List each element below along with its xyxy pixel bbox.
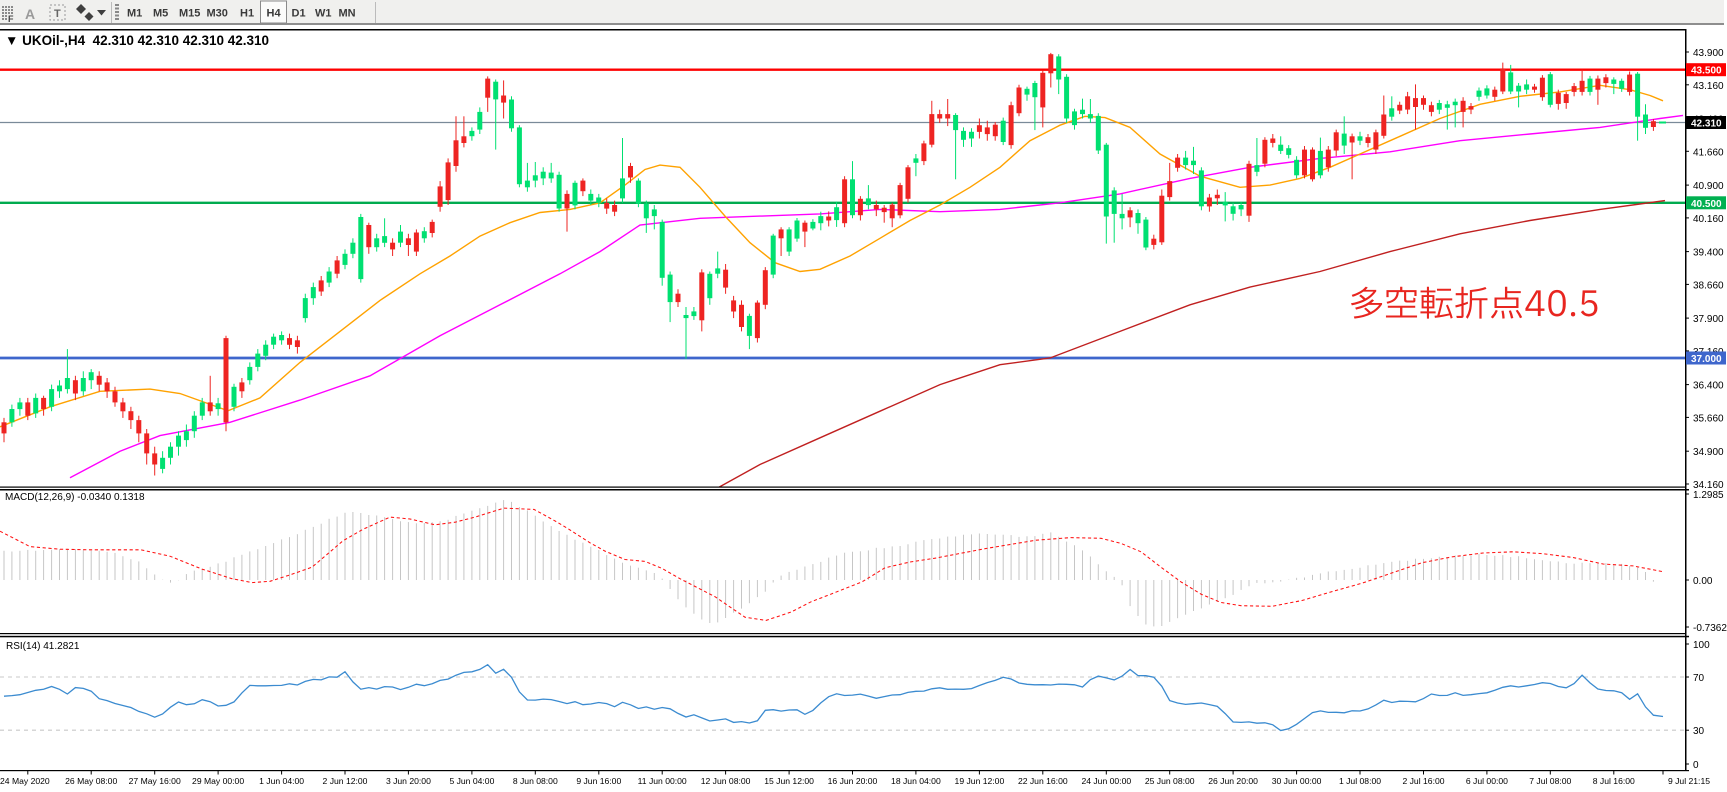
svg-text:22 Jun 16:00: 22 Jun 16:00 (1018, 776, 1068, 786)
svg-text:0.00: 0.00 (1693, 576, 1713, 587)
svg-text:12 Jun 08:00: 12 Jun 08:00 (701, 776, 751, 786)
svg-text:29 May 00:00: 29 May 00:00 (192, 776, 244, 786)
svg-text:MN: MN (339, 8, 356, 20)
svg-text:9 Jul 21:15: 9 Jul 21:15 (1668, 776, 1710, 786)
svg-text:T: T (54, 8, 61, 20)
svg-text:34.160: 34.160 (1693, 480, 1724, 491)
svg-text:43.900: 43.900 (1693, 48, 1724, 59)
svg-text:MACD(12,26,9) -0.0340 0.1318: MACD(12,26,9) -0.0340 0.1318 (5, 492, 145, 503)
svg-text:-0.7362: -0.7362 (1693, 623, 1727, 634)
svg-text:37.900: 37.900 (1693, 314, 1724, 325)
svg-text:24 Jun 00:00: 24 Jun 00:00 (1081, 776, 1131, 786)
svg-text:6 Jul 00:00: 6 Jul 00:00 (1466, 776, 1508, 786)
svg-text:H1: H1 (240, 8, 254, 20)
svg-text:27 May 16:00: 27 May 16:00 (129, 776, 181, 786)
svg-text:34.900: 34.900 (1693, 447, 1724, 458)
svg-text:9 Jun 16:00: 9 Jun 16:00 (576, 776, 621, 786)
svg-text:1 Jun 04:00: 1 Jun 04:00 (259, 776, 304, 786)
svg-text:8 Jul 16:00: 8 Jul 16:00 (1593, 776, 1635, 786)
svg-text:25 Jun 08:00: 25 Jun 08:00 (1145, 776, 1195, 786)
svg-text:2 Jul 16:00: 2 Jul 16:00 (1402, 776, 1444, 786)
svg-text:36.400: 36.400 (1693, 381, 1724, 392)
svg-text:8 Jun 08:00: 8 Jun 08:00 (513, 776, 558, 786)
svg-text:15 Jun 12:00: 15 Jun 12:00 (764, 776, 814, 786)
svg-text:37.000: 37.000 (1691, 354, 1722, 365)
svg-text:RSI(14) 41.2821: RSI(14) 41.2821 (6, 641, 80, 652)
svg-text:7 Jul 08:00: 7 Jul 08:00 (1529, 776, 1571, 786)
svg-text:40.500: 40.500 (1691, 199, 1722, 210)
svg-text:W1: W1 (315, 8, 332, 20)
svg-text:100: 100 (1693, 640, 1710, 651)
svg-text:F: F (8, 14, 14, 24)
svg-text:24 May 2020: 24 May 2020 (0, 776, 50, 786)
svg-text:11 Jun 00:00: 11 Jun 00:00 (638, 776, 687, 786)
svg-text:2 Jun 12:00: 2 Jun 12:00 (323, 776, 368, 786)
svg-text:0: 0 (1693, 760, 1699, 771)
svg-text:26 Jun 20:00: 26 Jun 20:00 (1208, 776, 1258, 786)
svg-text:A: A (25, 6, 35, 22)
svg-text:35.660: 35.660 (1693, 413, 1724, 424)
svg-text:3 Jun 20:00: 3 Jun 20:00 (386, 776, 431, 786)
svg-text:38.660: 38.660 (1693, 280, 1724, 291)
svg-text:26 May 08:00: 26 May 08:00 (65, 776, 117, 786)
svg-text:19 Jun 12:00: 19 Jun 12:00 (955, 776, 1005, 786)
svg-text:30: 30 (1693, 726, 1705, 737)
svg-text:D1: D1 (292, 8, 306, 20)
svg-text:M5: M5 (153, 8, 168, 20)
svg-text:1 Jul 08:00: 1 Jul 08:00 (1339, 776, 1381, 786)
svg-text:M15: M15 (179, 8, 200, 20)
svg-text:40.160: 40.160 (1693, 214, 1724, 225)
svg-text:5 Jun 04:00: 5 Jun 04:00 (449, 776, 494, 786)
svg-text:43.500: 43.500 (1691, 66, 1722, 77)
svg-text:18 Jun 04:00: 18 Jun 04:00 (891, 776, 941, 786)
svg-text:43.160: 43.160 (1693, 81, 1724, 92)
svg-text:70: 70 (1693, 673, 1705, 684)
svg-text:H4: H4 (267, 8, 282, 20)
svg-text:M30: M30 (207, 8, 228, 20)
svg-text:40.900: 40.900 (1693, 181, 1724, 192)
svg-text:1.2985: 1.2985 (1693, 490, 1724, 501)
svg-text:42.310: 42.310 (1691, 119, 1722, 130)
svg-text:16 Jun 20:00: 16 Jun 20:00 (828, 776, 878, 786)
svg-text:41.660: 41.660 (1693, 147, 1724, 158)
svg-text:M1: M1 (127, 8, 142, 20)
svg-text:39.400: 39.400 (1693, 248, 1724, 259)
svg-text:30 Jun 00:00: 30 Jun 00:00 (1272, 776, 1322, 786)
